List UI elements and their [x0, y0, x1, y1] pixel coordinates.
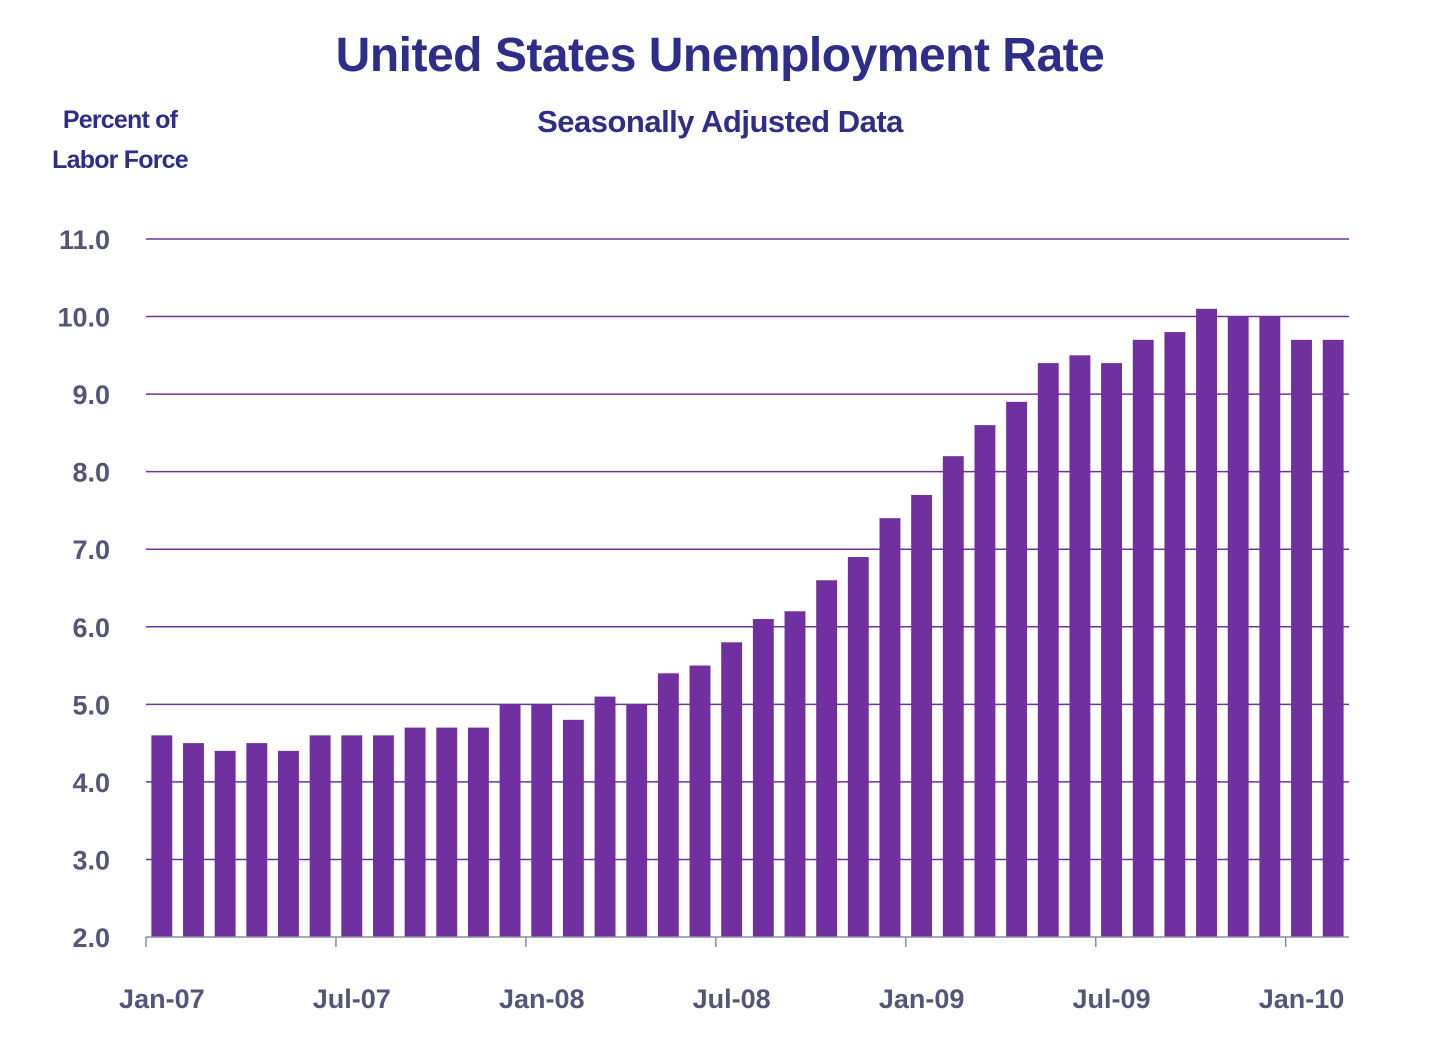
bar [214, 750, 236, 937]
bar [752, 619, 774, 937]
x-tick-label: Jan-09 [879, 984, 965, 1014]
bar [974, 425, 996, 937]
bar [689, 665, 711, 937]
bar [626, 704, 648, 937]
x-tick-label: Jul-07 [313, 984, 391, 1014]
bar [1101, 363, 1123, 938]
bar [1196, 308, 1217, 937]
bar [372, 735, 394, 937]
bar [404, 727, 426, 937]
bar [784, 611, 806, 937]
bar [816, 580, 838, 937]
bar [657, 673, 679, 937]
bar [531, 704, 553, 937]
x-tick-label: Jan-08 [499, 984, 585, 1014]
chart-title: United States Unemployment Rate [335, 29, 1105, 82]
bar [436, 727, 458, 937]
y-tick-label: 2.0 [72, 923, 110, 953]
y-tick-label: 11.0 [59, 225, 110, 255]
y-tick-label: 6.0 [72, 613, 110, 643]
bar [594, 696, 616, 937]
bar [1291, 339, 1312, 937]
y-axis-label-line-2: Labor Force [52, 146, 188, 174]
bar [1069, 355, 1091, 937]
bar [467, 727, 489, 937]
bar [1132, 339, 1154, 937]
bar [1037, 363, 1059, 938]
bar [1227, 316, 1249, 937]
bar [499, 704, 521, 937]
bar [562, 719, 584, 937]
x-tick-label: Jan-10 [1259, 984, 1345, 1014]
y-axis-label: Percent of Labor Force [30, 100, 210, 180]
x-tick-label: Jul-09 [1073, 984, 1151, 1014]
x-tick-label: Jul-08 [693, 984, 771, 1014]
bar [341, 735, 363, 937]
chart-subtitle: Seasonally Adjusted Data [537, 104, 903, 139]
bar [1006, 401, 1028, 937]
bar [278, 750, 299, 937]
bar [246, 743, 268, 937]
x-tick-label: Jan-07 [119, 984, 205, 1014]
bar [721, 642, 743, 937]
y-tick-label: 3.0 [72, 845, 110, 875]
bar [1322, 339, 1344, 937]
y-axis-label-line-1: Percent of [62, 106, 178, 134]
y-tick-label: 10.0 [57, 303, 110, 333]
bar [911, 494, 933, 937]
y-tick-label: 8.0 [72, 458, 110, 488]
bar [1164, 332, 1186, 938]
bar [942, 456, 964, 937]
bar [183, 743, 204, 937]
bar [1259, 316, 1281, 937]
bar [151, 735, 173, 937]
y-tick-label: 7.0 [72, 535, 110, 565]
bar [879, 518, 901, 937]
y-tick-label: 5.0 [72, 690, 110, 720]
y-tick-label: 4.0 [72, 768, 110, 798]
y-tick-label: 9.0 [72, 380, 110, 410]
bar [309, 735, 331, 937]
bar [847, 556, 869, 937]
